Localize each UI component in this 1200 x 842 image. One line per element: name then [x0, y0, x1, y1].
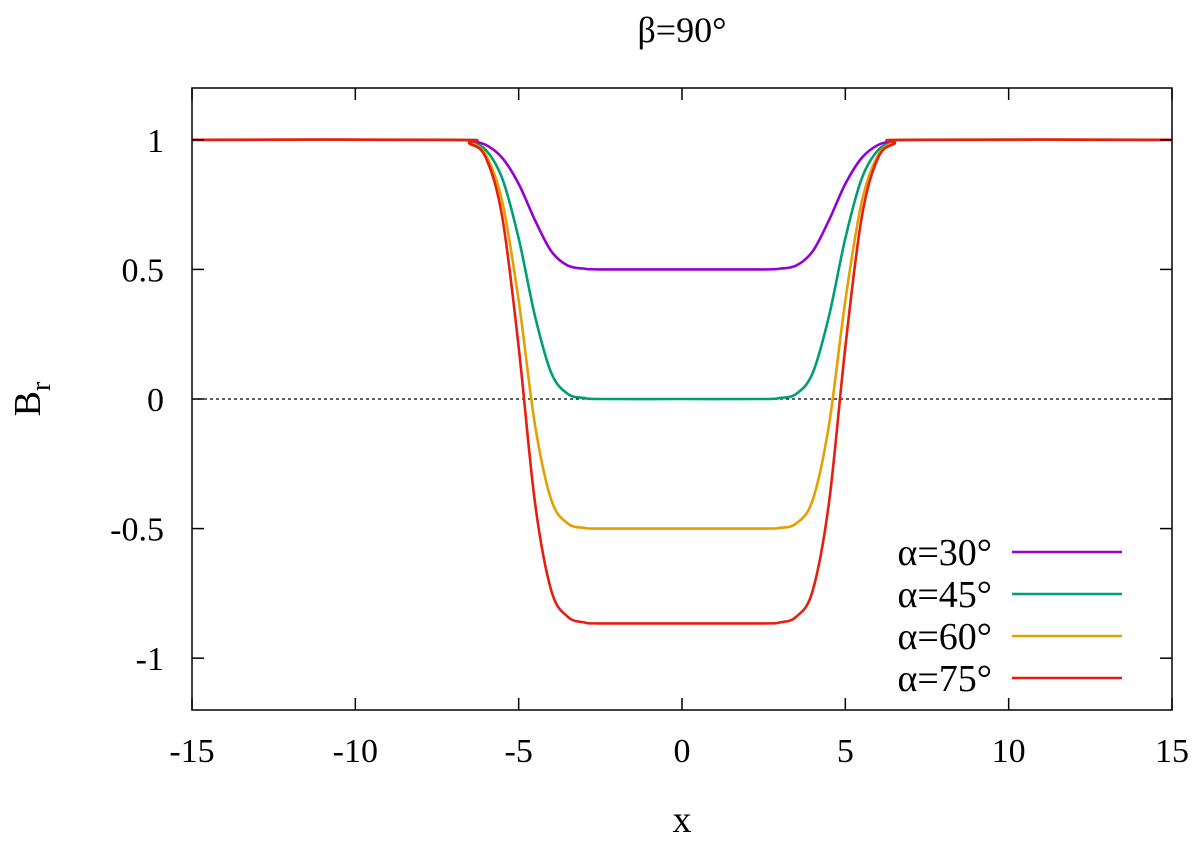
legend-item: α=60° — [897, 616, 1122, 658]
legend-item: α=45° — [897, 574, 1122, 616]
legend-label: α=45° — [897, 574, 992, 616]
x-tick-label: 0 — [674, 733, 691, 770]
x-tick-label: -5 — [505, 733, 533, 770]
y-tick-label: -0.5 — [110, 512, 164, 549]
x-tick-label: 10 — [992, 733, 1026, 770]
x-tick-label: -15 — [169, 733, 214, 770]
y-tick-label: 0.5 — [122, 252, 165, 289]
legend: α=30°α=45°α=60°α=75° — [897, 532, 1122, 700]
x-tick-label: -10 — [333, 733, 378, 770]
y-tick-label: -1 — [136, 641, 164, 678]
x-axis-title: x — [673, 799, 692, 841]
legend-label: α=75° — [897, 658, 992, 700]
series-line-2 — [192, 138, 1172, 401]
series-line-1 — [192, 138, 1172, 271]
y-tick-label: 1 — [147, 123, 164, 160]
x-tick-label: 15 — [1155, 733, 1189, 770]
chart-title: β=90° — [637, 10, 726, 50]
y-axis-title-base: B — [7, 391, 49, 416]
y-axis-title-subscript: r — [26, 381, 57, 391]
series-line-3 — [192, 138, 1172, 530]
legend-label: α=30° — [897, 532, 992, 574]
plot-area — [191, 87, 1173, 711]
x-axis: -15 -10 -5 0 5 10 15 — [169, 88, 1189, 770]
x-tick-label: 5 — [837, 733, 854, 770]
y-axis-title: Br — [7, 381, 57, 416]
legend-label: α=60° — [897, 616, 992, 658]
legend-item: α=75° — [897, 658, 1122, 700]
y-axis: -1 -0.5 0 0.5 1 — [110, 123, 1172, 678]
series-line-4 — [192, 138, 1172, 625]
y-tick-label: 0 — [147, 382, 164, 419]
legend-item: α=30° — [897, 532, 1122, 574]
